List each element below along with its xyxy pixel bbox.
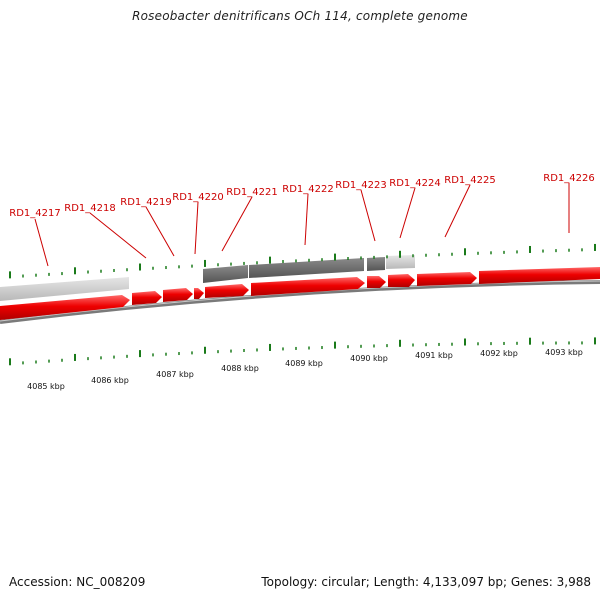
gene-leader-line xyxy=(221,196,253,252)
gene-labels: RD1_4217 RD1_4218 RD1_4219 RD1_4220 RD1_… xyxy=(9,173,594,219)
kbp-scale-labels: 4085 kbp 4086 kbp 4087 kbp 4088 kbp 4089… xyxy=(27,348,583,391)
gene-label[interactable]: RD1_4218 xyxy=(64,203,115,214)
gene-label[interactable]: RD1_4219 xyxy=(120,197,171,208)
gene-leader-line xyxy=(34,218,49,267)
genome-summary-text: Topology: circular; Length: 4,133,097 bp… xyxy=(261,575,591,589)
gene-forward[interactable] xyxy=(479,267,600,284)
kbp-label: 4092 kbp xyxy=(480,349,518,358)
kbp-label: 4091 kbp xyxy=(415,351,453,360)
accession-text: Accession: NC_008209 xyxy=(9,575,146,589)
gene-label[interactable]: RD1_4225 xyxy=(444,175,495,186)
gene-forward[interactable] xyxy=(163,288,193,302)
gene-forward[interactable] xyxy=(194,288,204,299)
gene-leader-line xyxy=(304,193,309,246)
gene-label[interactable]: RD1_4217 xyxy=(9,208,60,219)
gene-forward[interactable] xyxy=(367,276,386,288)
gene-reverse-dark[interactable] xyxy=(203,265,248,283)
map-title: Roseobacter denitrificans OCh 114, compl… xyxy=(132,9,468,23)
gene-reverse-light-left[interactable] xyxy=(0,277,129,301)
tick-marks-bottom xyxy=(9,337,596,366)
tick-marks-top xyxy=(9,243,596,279)
gene-forward[interactable] xyxy=(251,277,365,296)
gene-leader-line xyxy=(89,212,147,259)
gene-label[interactable]: RD1_4224 xyxy=(389,178,440,189)
gene-label[interactable]: RD1_4223 xyxy=(335,180,386,191)
gene-leader-line xyxy=(399,187,416,239)
gene-forward[interactable] xyxy=(417,272,477,286)
genome-backbone xyxy=(0,280,600,324)
gene-leader-line xyxy=(444,184,471,238)
gene-label-leaders xyxy=(34,183,570,267)
gene-label[interactable]: RD1_4226 xyxy=(543,173,594,184)
kbp-label: 4085 kbp xyxy=(27,382,65,391)
gene-label[interactable]: RD1_4222 xyxy=(282,184,333,195)
gene-label[interactable]: RD1_4220 xyxy=(172,192,223,203)
gene-forward[interactable] xyxy=(205,284,249,298)
kbp-label: 4087 kbp xyxy=(156,370,194,379)
gene-leader-line xyxy=(360,189,376,242)
gene-forward[interactable] xyxy=(388,274,415,287)
gene-label[interactable]: RD1_4221 xyxy=(226,187,277,198)
gene-leader-line xyxy=(194,201,199,255)
gene-leader-line xyxy=(145,206,175,257)
kbp-label: 4086 kbp xyxy=(91,376,129,385)
kbp-label: 4088 kbp xyxy=(221,364,259,373)
gene-reverse-dark[interactable] xyxy=(249,258,364,278)
gene-reverse-dark[interactable] xyxy=(367,257,385,271)
kbp-label: 4090 kbp xyxy=(350,354,388,363)
gene-forward[interactable] xyxy=(0,295,130,320)
kbp-label: 4089 kbp xyxy=(285,359,323,368)
gene-forward[interactable] xyxy=(132,291,162,305)
gene-reverse-light[interactable] xyxy=(386,255,415,269)
kbp-label: 4093 kbp xyxy=(545,348,583,357)
